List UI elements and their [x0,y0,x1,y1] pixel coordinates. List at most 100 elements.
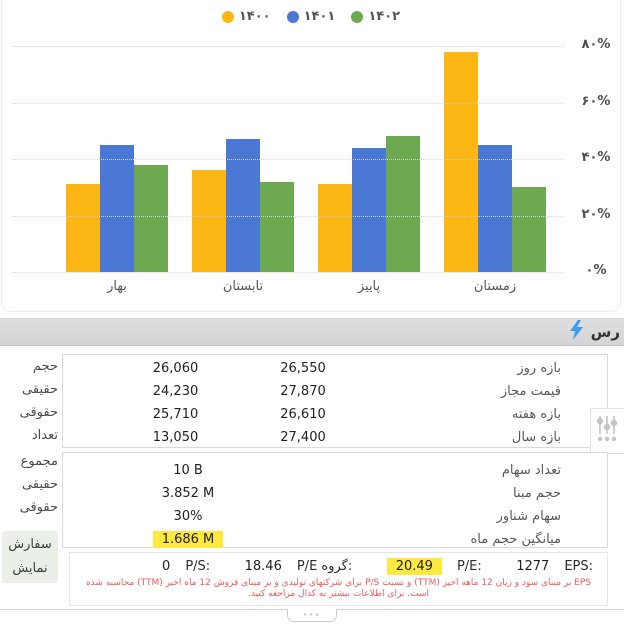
gridline [12,46,564,47]
row-label: بازه سال [511,430,561,445]
show-orders-line2: نمایش [12,561,48,576]
ticker-header-bar: رس [0,318,624,346]
gridline [12,215,564,217]
row-label: میانگین حجم ماه [470,532,561,547]
table-row: 26,060 26,550 بازه روز [63,357,607,380]
left-label: حقوقی [19,500,58,515]
legend-swatch-icon [351,10,364,23]
row-label: بازه هفته [511,407,561,422]
chart-plot: ۸۰% ۶۰% ۴۰% ۲۰% ۰% [12,37,610,278]
cell-value-2: 27,870 [280,384,326,399]
cell-value-1: 13,050 [152,430,199,445]
stat-value: 20.49 [386,558,442,575]
bar-series1-cat4 [444,51,478,272]
stat-value: 1277 [516,559,550,574]
row-label: سهام شناور [496,509,561,524]
row-label: بازه روز [517,361,561,376]
bar-series2-cat2 [226,139,260,272]
cell-value: 3.852 M [161,486,215,501]
left-label: حقوقی [19,405,58,420]
bar-series2-cat1 [100,144,134,272]
row-label: قیمت مجاز [500,384,561,399]
bar-group-4 [432,46,558,272]
stat-eps: EPS: 1277 [516,559,593,574]
table-row: 25,710 26,610 بازه هفته [63,403,607,426]
fundamentals-row: EPS: 1277 P/E: 20.49 P/E گروه: 18.46 P/S: 0 [70,553,607,576]
x-axis-label-1: بهار [107,279,127,294]
legend-item-1[interactable]: ۱۴۰۰ [221,9,271,24]
bar-group-1 [54,46,180,272]
left-label: حقیقی [22,382,58,397]
table-row: 3.852 M حجم مبنا [63,482,607,505]
bar-series1-cat2 [192,170,226,272]
stat-label: P/E: [456,559,482,574]
legend-item-2[interactable]: ۱۴۰۱ [286,9,336,24]
cell-value-2: 27,400 [280,430,326,445]
left-label: مجموع [20,454,58,469]
stat-value: 18.46 [244,559,282,574]
legend-swatch-icon [221,10,234,23]
left-label: تعداد [31,428,58,443]
cell-value-1: 26,060 [152,361,199,376]
y-axis-tick: ۲۰% [581,206,611,222]
collapse-handle-dots: ••• [302,611,322,619]
y-axis-tick: ۸۰% [581,37,611,52]
cell-value-2: 26,610 [280,407,326,422]
table-row: 13,050 27,400 بازه سال [63,426,607,449]
x-axis-label-2: تابستان [222,279,264,294]
legend-label: ۱۴۰۱ [303,9,336,24]
bar-series1-cat1 [66,184,100,272]
bar-group-2 [180,46,306,272]
cell-value-1: 25,710 [152,407,199,422]
row-label: حجم مبنا [513,486,561,501]
price-range-table: 26,060 26,550 بازه روز 24,230 27,870 قیمت مجا… [62,354,608,448]
ticker-name: رس [590,323,620,341]
bar-series3-cat4 [512,187,546,272]
fundamentals-box: EPS: 1277 P/E: 20.49 P/E گروه: 18.46 P/S: 0 EPS… [69,552,608,606]
shares-table: 10 B تعداد سهام 3.852 M حجم مبنا 30% سهام شنا… [62,452,608,548]
bar-series2-cat4 [478,144,512,272]
sliders-icon [596,414,618,448]
stat-value: 0 [162,559,171,574]
left-labels-totals: مجموع حقیقی حقوقی [0,450,58,519]
legend-swatch-icon [286,10,299,23]
stat-label: P/S: [185,559,211,574]
collapse-handle[interactable]: ••• [287,609,337,622]
lightning-icon [569,320,583,344]
cell-value: 10 B [173,463,203,478]
stat-label: EPS: [564,559,593,574]
gridline [12,159,564,160]
cell-value: 30% [173,509,203,524]
y-axis-tick: ۴۰% [581,150,611,165]
table-row: 10 B تعداد سهام [63,459,607,482]
show-orders-line1: سفارش [8,537,52,552]
bar-series3-cat1 [134,164,168,272]
left-label: حجم [32,359,58,374]
row-label: تعداد سهام [501,463,561,478]
gridline [12,272,564,273]
table-row: 24,230 27,870 قیمت مجاز [63,380,607,403]
cell-value-1: 24,230 [152,384,199,399]
legend-item-3[interactable]: ۱۴۰۲ [351,9,400,24]
legend-label: ۱۴۰۰ [238,9,271,24]
bar-series2-cat3 [352,147,386,272]
y-axis-tick: ۶۰% [581,93,611,109]
seasonal-bar-chart: ۱۴۰۰ ۱۴۰۱ ۱۴۰۲ ۸۰% ۶۰% ۴۰% ۲۰% ۰% بهار تابستان پ… [1,0,621,312]
table-row: 1.686 M میانگین حجم ماه [63,528,607,551]
highlighted-value: 1.686 M [152,531,224,548]
gridline [12,102,564,104]
filter-sliders-button[interactable] [590,408,624,454]
x-axis-label-3: پاییز [357,279,381,294]
stat-ps: P/S: 0 [162,559,210,574]
table-row: 30% سهام شناور [63,505,607,528]
show-orders-button[interactable]: سفارش نمایش [2,531,58,583]
cell-value-2: 26,550 [280,361,326,376]
x-axis-label-4: زمستان [473,279,517,294]
stat-pe: P/E گروه: 18.46 [245,559,353,574]
bar-series1-cat3 [318,184,352,272]
cell-value: 1.686 M [123,528,253,551]
stat-label: P/E گروه: [296,559,353,574]
chart-bars [12,46,564,272]
left-labels-volume: حجم حقیقی حقوقی تعداد [0,355,58,447]
